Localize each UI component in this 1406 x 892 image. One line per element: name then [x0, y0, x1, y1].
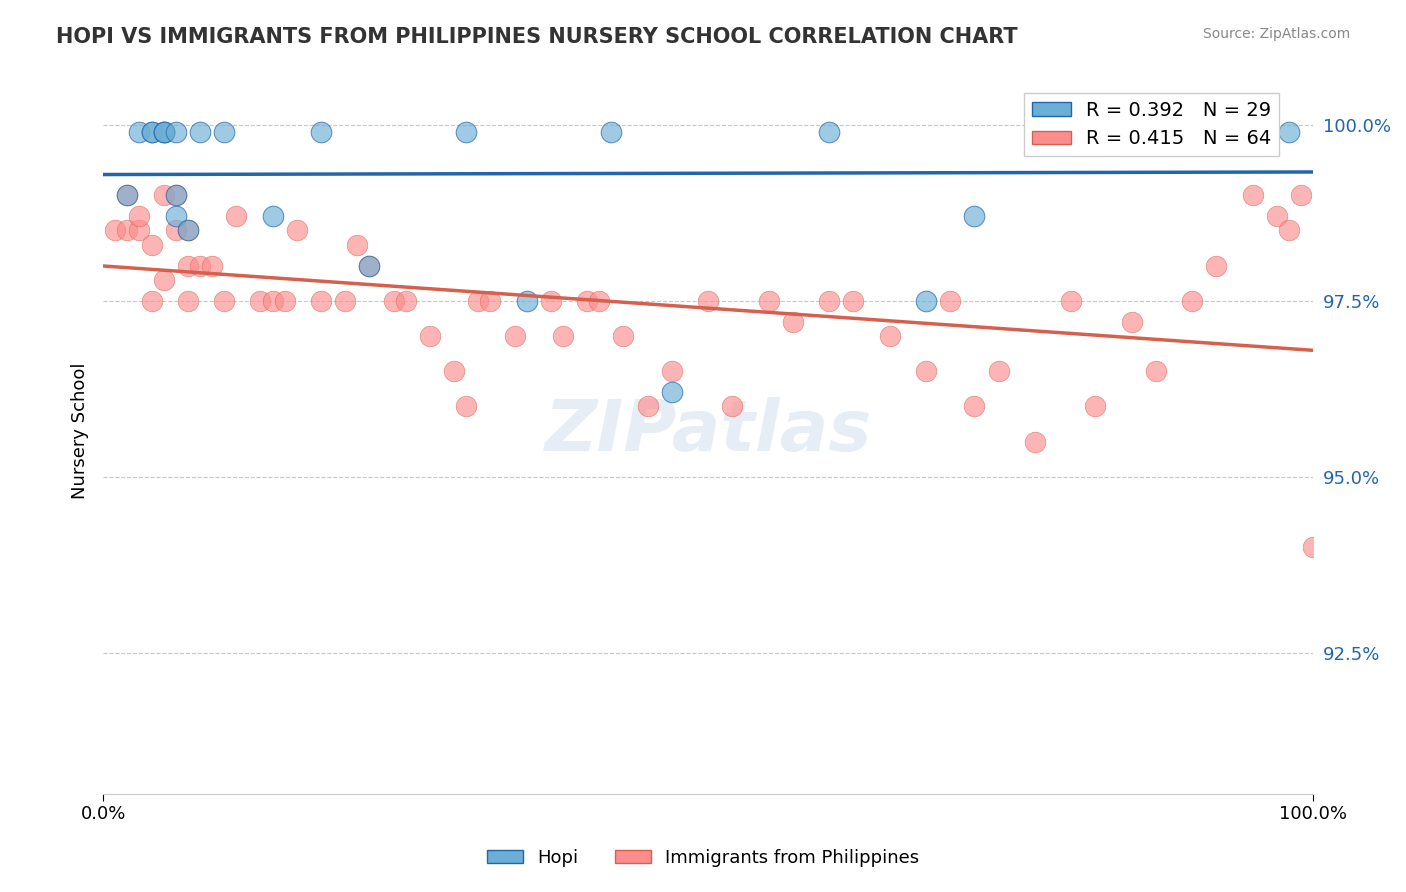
Point	[456, 125, 478, 139]
Point	[152, 125, 174, 139]
Point	[188, 125, 211, 139]
Point	[152, 273, 174, 287]
Point	[165, 188, 187, 202]
Point	[697, 293, 720, 308]
Point	[285, 223, 308, 237]
Point	[359, 259, 381, 273]
Point	[1060, 125, 1083, 139]
Point	[117, 188, 139, 202]
Point	[1278, 125, 1301, 139]
Point	[128, 223, 150, 237]
Point	[939, 293, 962, 308]
Point	[177, 293, 200, 308]
Point	[188, 259, 211, 273]
Point	[600, 125, 623, 139]
Point	[273, 293, 295, 308]
Point	[1144, 364, 1167, 378]
Point	[782, 315, 804, 329]
Point	[963, 210, 986, 224]
Point	[1205, 125, 1227, 139]
Point	[612, 329, 634, 343]
Point	[333, 293, 356, 308]
Text: HOPI VS IMMIGRANTS FROM PHILIPPINES NURSERY SCHOOL CORRELATION CHART: HOPI VS IMMIGRANTS FROM PHILIPPINES NURS…	[56, 27, 1018, 46]
Point	[141, 237, 163, 252]
Point	[165, 125, 187, 139]
Point	[152, 125, 174, 139]
Point	[818, 125, 841, 139]
Point	[165, 223, 187, 237]
Point	[177, 259, 200, 273]
Point	[309, 293, 332, 308]
Point	[516, 293, 538, 308]
Point	[382, 293, 405, 308]
Point	[963, 400, 986, 414]
Point	[842, 293, 865, 308]
Point	[637, 400, 659, 414]
Point	[661, 364, 683, 378]
Point	[225, 210, 247, 224]
Point	[141, 293, 163, 308]
Point	[262, 293, 284, 308]
Point	[467, 293, 489, 308]
Point	[443, 364, 465, 378]
Point	[1060, 293, 1083, 308]
Point	[1265, 210, 1288, 224]
Point	[1302, 541, 1324, 555]
Point	[1108, 125, 1130, 139]
Point	[879, 329, 901, 343]
Point	[177, 223, 200, 237]
Text: ZIPatlas: ZIPatlas	[544, 397, 872, 466]
Point	[309, 125, 332, 139]
Point	[1289, 188, 1312, 202]
Point	[212, 125, 235, 139]
Point	[1157, 125, 1180, 139]
Point	[249, 293, 271, 308]
Point	[177, 223, 200, 237]
Legend: Hopi, Immigrants from Philippines: Hopi, Immigrants from Philippines	[479, 842, 927, 874]
Point	[540, 293, 562, 308]
Point	[1241, 125, 1264, 139]
Point	[359, 259, 381, 273]
Point	[395, 293, 418, 308]
Point	[503, 329, 526, 343]
Point	[1205, 259, 1227, 273]
Point	[758, 293, 780, 308]
Point	[212, 293, 235, 308]
Point	[1181, 293, 1204, 308]
Point	[1084, 400, 1107, 414]
Point	[456, 400, 478, 414]
Point	[104, 223, 127, 237]
Text: Source: ZipAtlas.com: Source: ZipAtlas.com	[1202, 27, 1350, 41]
Point	[721, 400, 744, 414]
Point	[915, 293, 938, 308]
Point	[661, 385, 683, 400]
Legend: R = 0.392   N = 29, R = 0.415   N = 64: R = 0.392 N = 29, R = 0.415 N = 64	[1024, 93, 1279, 156]
Point	[141, 125, 163, 139]
Point	[165, 210, 187, 224]
Point	[1121, 315, 1143, 329]
Point	[479, 293, 502, 308]
Point	[551, 329, 574, 343]
Point	[1241, 188, 1264, 202]
Point	[152, 188, 174, 202]
Point	[576, 293, 599, 308]
Point	[165, 188, 187, 202]
Point	[117, 188, 139, 202]
Point	[915, 364, 938, 378]
Point	[128, 210, 150, 224]
Point	[141, 125, 163, 139]
Point	[201, 259, 224, 273]
Point	[1278, 223, 1301, 237]
Point	[152, 125, 174, 139]
Point	[1024, 434, 1046, 449]
Point	[419, 329, 441, 343]
Point	[588, 293, 610, 308]
Point	[346, 237, 368, 252]
Point	[818, 293, 841, 308]
Point	[117, 223, 139, 237]
Y-axis label: Nursery School: Nursery School	[72, 363, 89, 500]
Point	[987, 364, 1010, 378]
Point	[262, 210, 284, 224]
Point	[128, 125, 150, 139]
